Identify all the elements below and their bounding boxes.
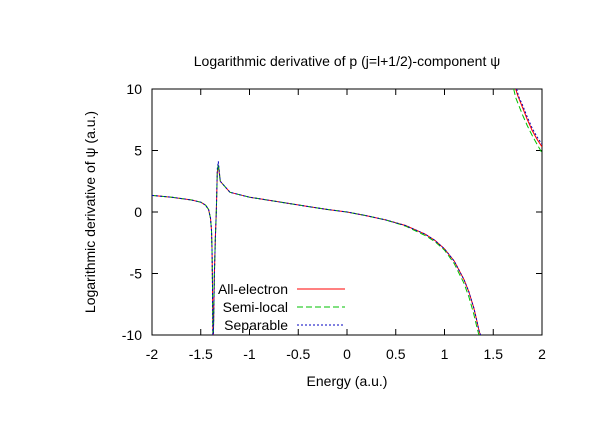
series-line-separable-upper-branch — [516, 89, 542, 145]
x-tick-label: -1 — [243, 346, 256, 362]
chart-title: Logarithmic derivative of p (j=l+1/2)-co… — [194, 53, 500, 69]
y-axis-ticks: -10 -5 0 5 10 — [122, 81, 542, 343]
x-axis-label: Energy (a.u.) — [307, 373, 388, 389]
legend: All-electron Semi-local Separable — [218, 281, 345, 333]
x-tick-label: 0.5 — [386, 346, 406, 362]
y-tick-label: 5 — [134, 143, 142, 159]
x-tick-label: 0 — [343, 346, 351, 362]
x-tick-label: -2 — [146, 346, 159, 362]
y-tick-label: -10 — [122, 327, 142, 343]
x-tick-label: -0.5 — [286, 346, 310, 362]
series-line-semi-local — [152, 163, 480, 335]
series-line-semi-local-upper-branch — [513, 89, 542, 154]
y-tick-label: -5 — [130, 266, 143, 282]
x-tick-label: 1.5 — [484, 346, 504, 362]
y-tick-label: 10 — [126, 81, 142, 97]
legend-label-all-electron: All-electron — [218, 281, 288, 297]
y-tick-label: 0 — [134, 204, 142, 220]
legend-label-separable: Separable — [224, 317, 288, 333]
legend-label-semi-local: Semi-local — [223, 299, 288, 315]
series-line-all-electron — [152, 164, 482, 335]
x-tick-label: 1 — [441, 346, 449, 362]
series-layer — [152, 89, 542, 335]
x-tick-label: -1.5 — [189, 346, 213, 362]
x-axis-ticks: -2 -1.5 -1 -0.5 0 0.5 1 1.5 2 — [146, 89, 546, 362]
series-line-all-electron-upper-branch — [515, 89, 542, 148]
series-line-separable — [152, 161, 482, 335]
y-axis-label: Logarithmic derivative of ψ (a.u.) — [82, 111, 98, 313]
x-tick-label: 2 — [538, 346, 546, 362]
